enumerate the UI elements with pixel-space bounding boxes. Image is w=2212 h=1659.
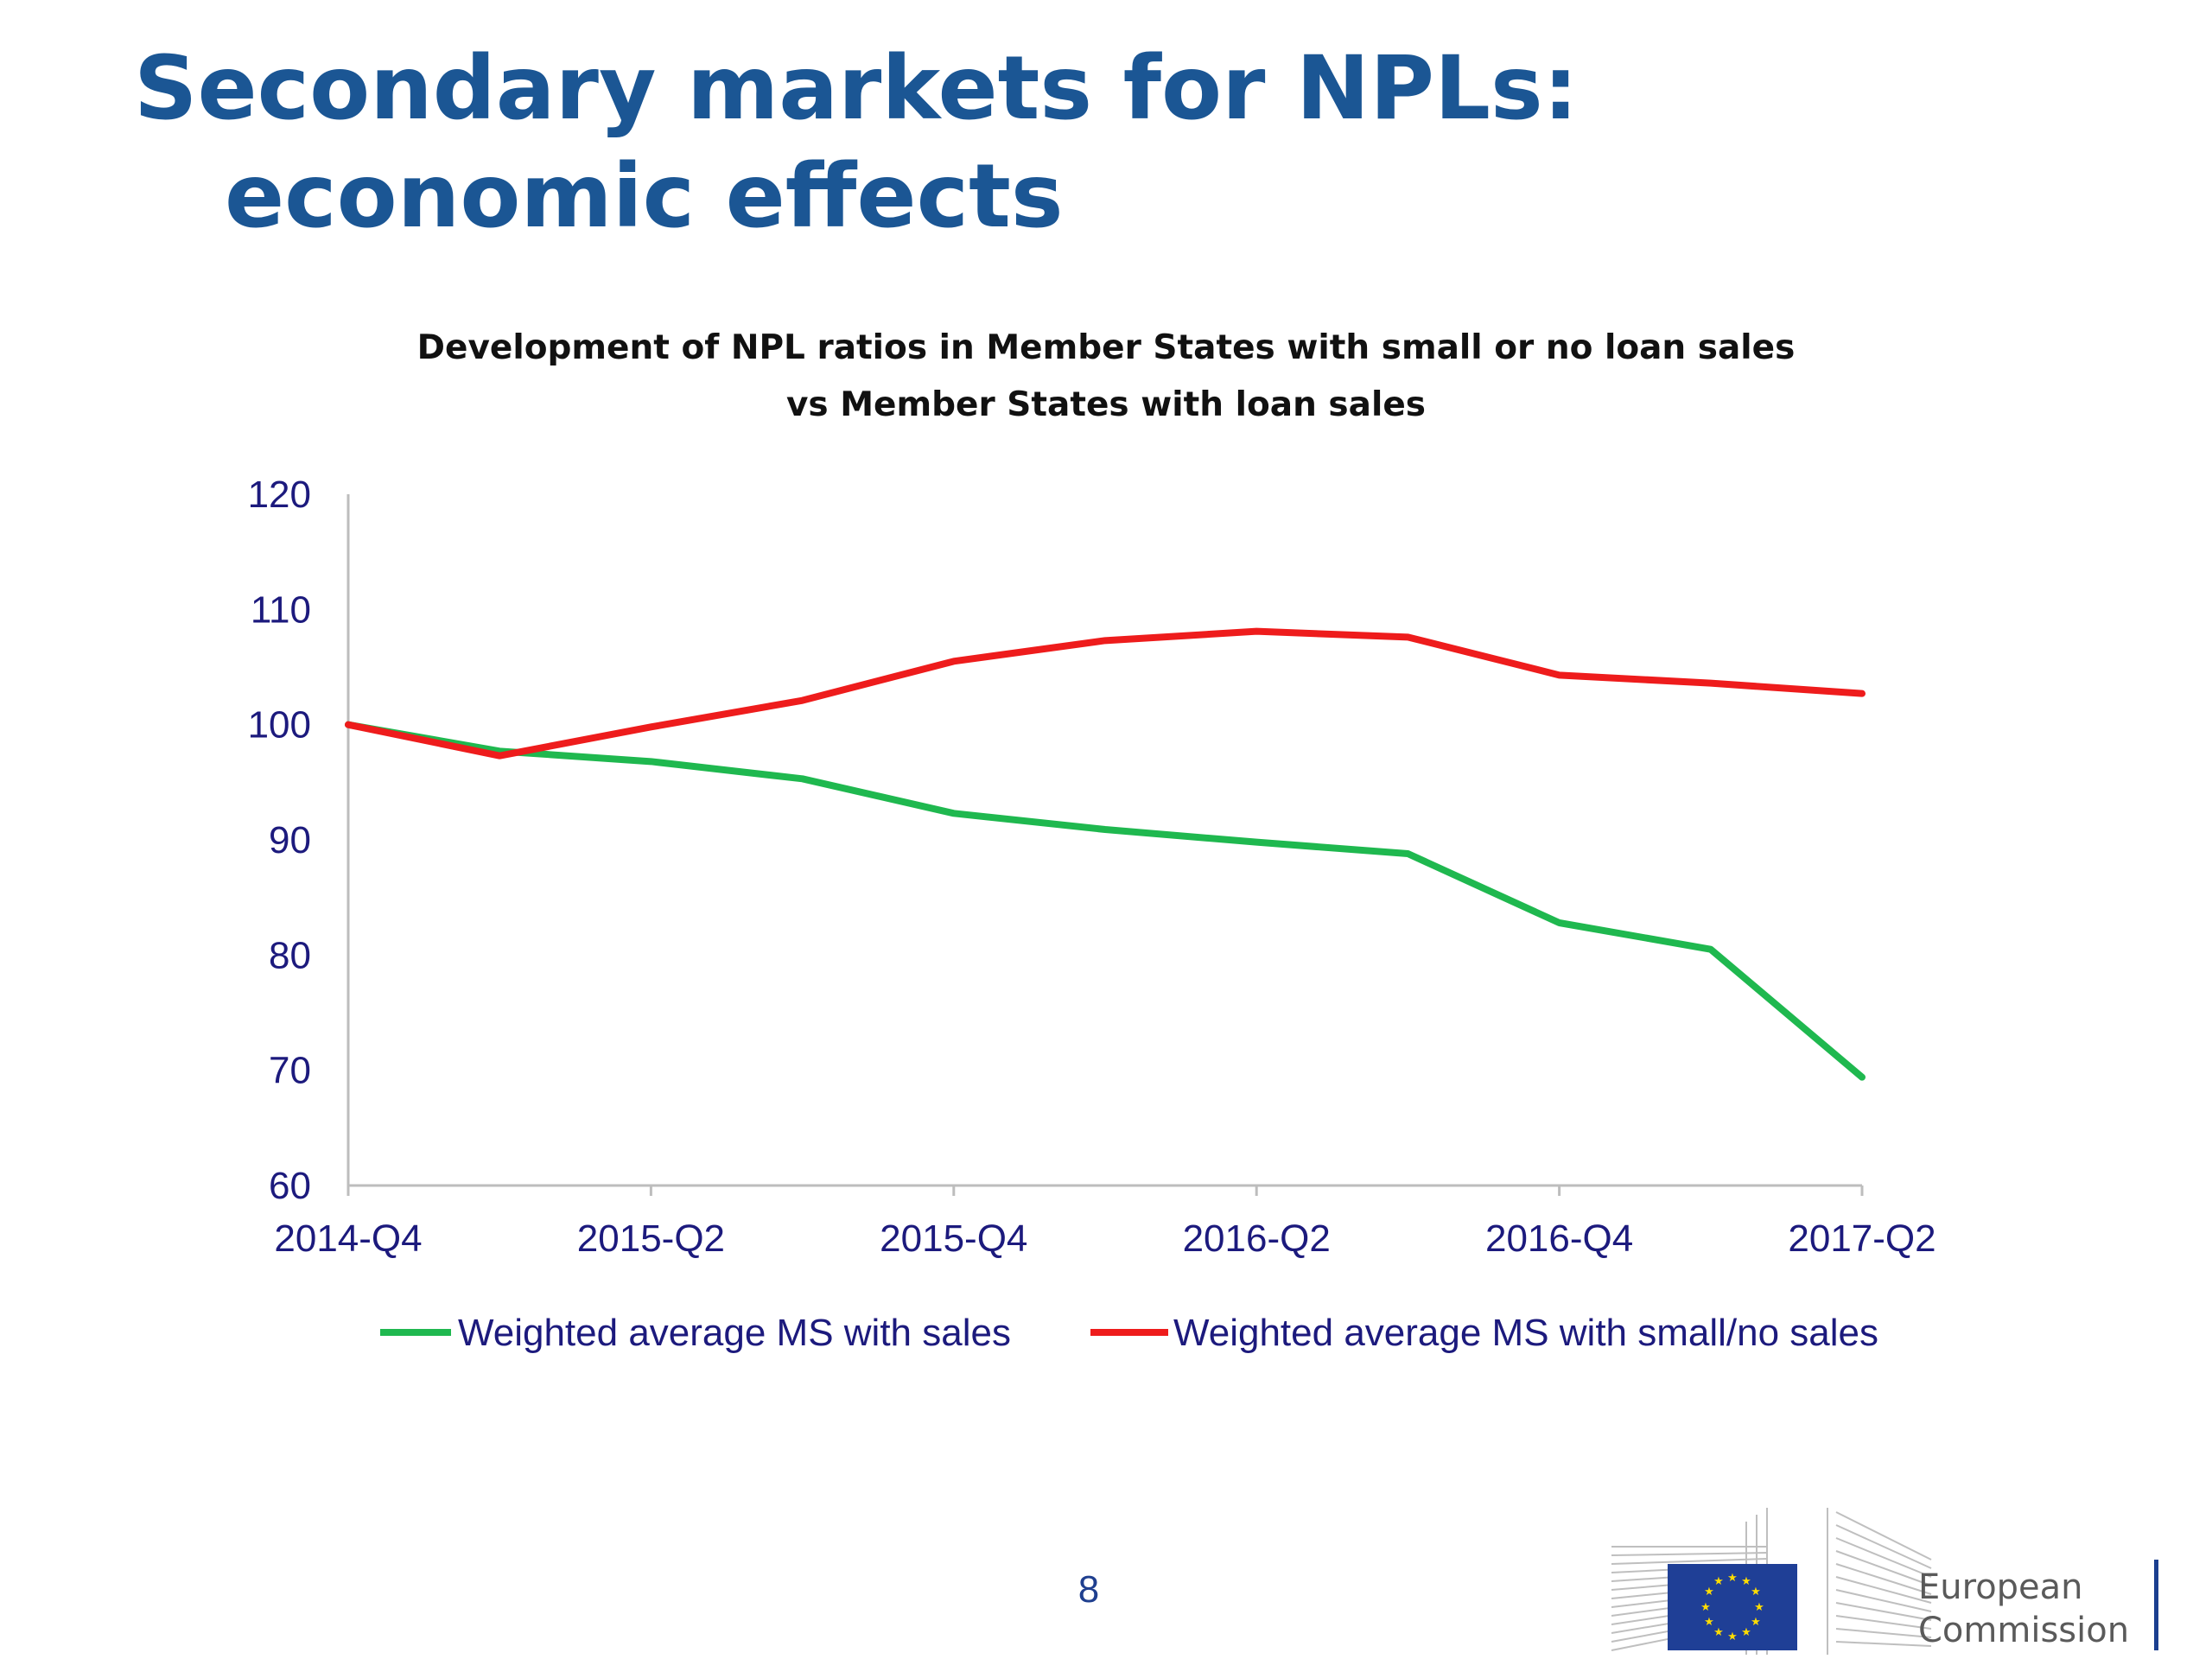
y-tick-label: 100 [248, 704, 311, 747]
logo-text-line2: Commission [1918, 1611, 2130, 1650]
logo-text-line1: European [1918, 1567, 2083, 1607]
svg-text:★: ★ [1704, 1616, 1714, 1629]
y-tick-label: 60 [269, 1165, 311, 1207]
x-tick-label: 2014-Q4 [274, 1217, 422, 1260]
svg-text:★: ★ [1741, 1575, 1751, 1588]
slide-title: Secondary markets for NPLs: economic eff… [134, 35, 1579, 251]
svg-text:★: ★ [1704, 1586, 1714, 1599]
legend-label: Weighted average MS with small/no sales [1173, 1312, 1878, 1354]
chart-title: Development of NPL ratios in Member Stat… [0, 320, 2212, 434]
x-tick-label: 2016-Q4 [1485, 1217, 1633, 1260]
svg-text:★: ★ [1727, 1572, 1738, 1585]
y-tick-label: 120 [248, 474, 311, 516]
page-number: 8 [1077, 1568, 1100, 1611]
series-line-small-no-sales [345, 627, 1866, 760]
x-tick-label: 2017-Q2 [1788, 1217, 1936, 1260]
y-tick-label: 90 [269, 819, 311, 861]
x-tick-label: 2015-Q2 [577, 1217, 725, 1260]
logo-text: European Commission [1918, 1566, 2129, 1652]
legend-label: Weighted average MS with sales [458, 1312, 1011, 1354]
x-tick-label: 2015-Q4 [880, 1217, 1027, 1260]
european-commission-logo: ★ ★ ★ ★ ★ ★ ★ ★ ★ ★ ★ ★ [1611, 1508, 1932, 1655]
chart-title-line1: Development of NPL ratios in Member Stat… [416, 328, 1796, 367]
slide-title-line1: Secondary markets for NPLs: [134, 37, 1579, 140]
svg-text:★: ★ [1741, 1626, 1751, 1639]
eu-stars-icon: ★ ★ ★ ★ ★ ★ ★ ★ ★ ★ ★ ★ [1700, 1572, 1764, 1643]
slide-title-line2: economic effects [225, 145, 1064, 248]
svg-text:★: ★ [1751, 1616, 1761, 1629]
y-tick-label: 70 [269, 1050, 311, 1092]
x-tick-label: 2016-Q2 [1183, 1217, 1331, 1260]
y-tick-label: 110 [251, 588, 311, 631]
svg-text:★: ★ [1754, 1601, 1764, 1614]
npl-ratio-line-chart: 60 70 80 90 100 110 120 2014-Q4 2015-Q2 2015-Q4 20… [248, 474, 1936, 1354]
chart-title-line2: vs Member States with loan sales [786, 385, 1426, 424]
svg-text:★: ★ [1751, 1586, 1761, 1599]
svg-text:★: ★ [1727, 1630, 1738, 1643]
svg-text:★: ★ [1700, 1601, 1711, 1614]
logo-divider [2154, 1560, 2158, 1650]
series-line-with-sales [345, 721, 1866, 1081]
eu-flag-icon [1668, 1564, 1797, 1650]
svg-text:★: ★ [1713, 1575, 1724, 1588]
y-tick-label: 80 [269, 934, 311, 976]
svg-text:★: ★ [1713, 1626, 1724, 1639]
